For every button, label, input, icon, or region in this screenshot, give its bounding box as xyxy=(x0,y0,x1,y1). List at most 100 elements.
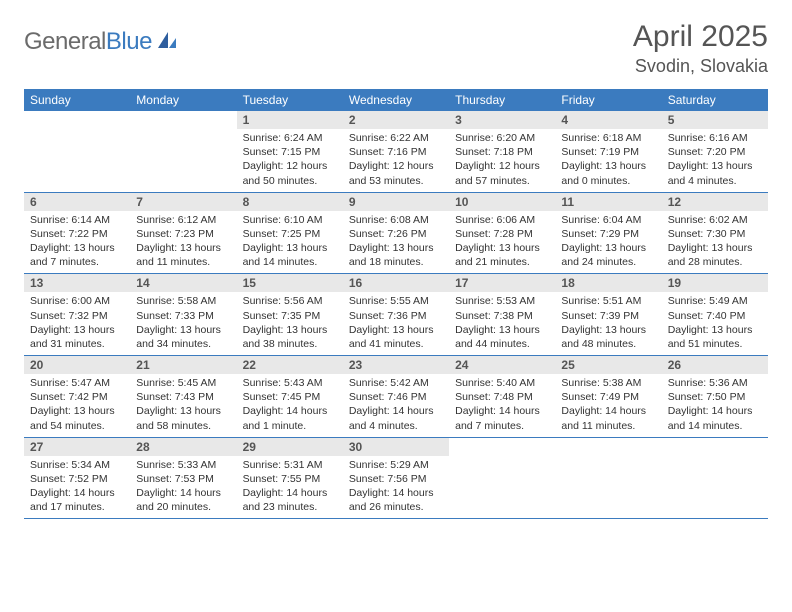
day-number: 13 xyxy=(24,274,130,292)
daylight-line: Daylight: 13 hours and 54 minutes. xyxy=(30,404,124,432)
daylight-line: Daylight: 13 hours and 28 minutes. xyxy=(668,241,762,269)
calendar-day: 28Sunrise: 5:33 AMSunset: 7:53 PMDayligh… xyxy=(130,437,236,519)
day-body: Sunrise: 6:12 AMSunset: 7:23 PMDaylight:… xyxy=(130,211,236,274)
calendar-day: 2Sunrise: 6:22 AMSunset: 7:16 PMDaylight… xyxy=(343,111,449,192)
day-number: 7 xyxy=(130,193,236,211)
daylight-line: Daylight: 12 hours and 57 minutes. xyxy=(455,159,549,187)
calendar-day: 3Sunrise: 6:20 AMSunset: 7:18 PMDaylight… xyxy=(449,111,555,192)
day-number: 30 xyxy=(343,438,449,456)
day-number: 3 xyxy=(449,111,555,129)
sunset-line: Sunset: 7:55 PM xyxy=(243,472,337,486)
sunrise-line: Sunrise: 5:58 AM xyxy=(136,294,230,308)
daylight-line: Daylight: 13 hours and 31 minutes. xyxy=(30,323,124,351)
day-number: 24 xyxy=(449,356,555,374)
weekday-header: Monday xyxy=(130,89,236,111)
sunrise-line: Sunrise: 6:20 AM xyxy=(455,131,549,145)
day-body: Sunrise: 5:36 AMSunset: 7:50 PMDaylight:… xyxy=(662,374,768,437)
sunset-line: Sunset: 7:16 PM xyxy=(349,145,443,159)
sunset-line: Sunset: 7:53 PM xyxy=(136,472,230,486)
daylight-line: Daylight: 13 hours and 44 minutes. xyxy=(455,323,549,351)
daylight-line: Daylight: 13 hours and 41 minutes. xyxy=(349,323,443,351)
logo: GeneralBlue xyxy=(24,20,178,56)
daylight-line: Daylight: 13 hours and 58 minutes. xyxy=(136,404,230,432)
weekday-header: Tuesday xyxy=(237,89,343,111)
calendar-day: 21Sunrise: 5:45 AMSunset: 7:43 PMDayligh… xyxy=(130,356,236,438)
day-number: 15 xyxy=(237,274,343,292)
daylight-line: Daylight: 12 hours and 53 minutes. xyxy=(349,159,443,187)
sunset-line: Sunset: 7:56 PM xyxy=(349,472,443,486)
day-body: Sunrise: 6:06 AMSunset: 7:28 PMDaylight:… xyxy=(449,211,555,274)
daylight-line: Daylight: 13 hours and 11 minutes. xyxy=(136,241,230,269)
sunset-line: Sunset: 7:40 PM xyxy=(668,309,762,323)
daylight-line: Daylight: 13 hours and 21 minutes. xyxy=(455,241,549,269)
header: GeneralBlue April 2025 Svodin, Slovakia xyxy=(24,20,768,77)
daylight-line: Daylight: 14 hours and 1 minute. xyxy=(243,404,337,432)
day-body: Sunrise: 5:42 AMSunset: 7:46 PMDaylight:… xyxy=(343,374,449,437)
calendar-row: 1Sunrise: 6:24 AMSunset: 7:15 PMDaylight… xyxy=(24,111,768,192)
day-number: 5 xyxy=(662,111,768,129)
sunset-line: Sunset: 7:45 PM xyxy=(243,390,337,404)
day-number: 12 xyxy=(662,193,768,211)
logo-text: GeneralBlue xyxy=(24,28,152,56)
daylight-line: Daylight: 13 hours and 24 minutes. xyxy=(561,241,655,269)
daylight-line: Daylight: 13 hours and 48 minutes. xyxy=(561,323,655,351)
sunset-line: Sunset: 7:18 PM xyxy=(455,145,549,159)
weekday-header: Sunday xyxy=(24,89,130,111)
day-body: Sunrise: 5:55 AMSunset: 7:36 PMDaylight:… xyxy=(343,292,449,355)
weekday-header: Friday xyxy=(555,89,661,111)
sunrise-line: Sunrise: 6:04 AM xyxy=(561,213,655,227)
calendar-day: 27Sunrise: 5:34 AMSunset: 7:52 PMDayligh… xyxy=(24,437,130,519)
daylight-line: Daylight: 13 hours and 7 minutes. xyxy=(30,241,124,269)
day-body: Sunrise: 6:20 AMSunset: 7:18 PMDaylight:… xyxy=(449,129,555,192)
daylight-line: Daylight: 14 hours and 14 minutes. xyxy=(668,404,762,432)
sunrise-line: Sunrise: 5:36 AM xyxy=(668,376,762,390)
calendar-day: 19Sunrise: 5:49 AMSunset: 7:40 PMDayligh… xyxy=(662,274,768,356)
weekday-row: SundayMondayTuesdayWednesdayThursdayFrid… xyxy=(24,89,768,111)
sunset-line: Sunset: 7:29 PM xyxy=(561,227,655,241)
daylight-line: Daylight: 13 hours and 0 minutes. xyxy=(561,159,655,187)
calendar-day: 11Sunrise: 6:04 AMSunset: 7:29 PMDayligh… xyxy=(555,192,661,274)
sunset-line: Sunset: 7:46 PM xyxy=(349,390,443,404)
sunrise-line: Sunrise: 6:14 AM xyxy=(30,213,124,227)
sunset-line: Sunset: 7:25 PM xyxy=(243,227,337,241)
sunrise-line: Sunrise: 6:02 AM xyxy=(668,213,762,227)
day-body: Sunrise: 5:58 AMSunset: 7:33 PMDaylight:… xyxy=(130,292,236,355)
sunrise-line: Sunrise: 6:08 AM xyxy=(349,213,443,227)
daylight-line: Daylight: 14 hours and 11 minutes. xyxy=(561,404,655,432)
daylight-line: Daylight: 12 hours and 50 minutes. xyxy=(243,159,337,187)
day-body: Sunrise: 6:04 AMSunset: 7:29 PMDaylight:… xyxy=(555,211,661,274)
calendar-table: SundayMondayTuesdayWednesdayThursdayFrid… xyxy=(24,89,768,519)
sunrise-line: Sunrise: 5:51 AM xyxy=(561,294,655,308)
day-number: 11 xyxy=(555,193,661,211)
day-body: Sunrise: 6:02 AMSunset: 7:30 PMDaylight:… xyxy=(662,211,768,274)
calendar-empty xyxy=(555,437,661,519)
sunset-line: Sunset: 7:49 PM xyxy=(561,390,655,404)
sunrise-line: Sunrise: 5:40 AM xyxy=(455,376,549,390)
sunrise-line: Sunrise: 5:34 AM xyxy=(30,458,124,472)
day-number: 9 xyxy=(343,193,449,211)
day-body: Sunrise: 6:08 AMSunset: 7:26 PMDaylight:… xyxy=(343,211,449,274)
sunrise-line: Sunrise: 5:56 AM xyxy=(243,294,337,308)
day-body: Sunrise: 5:51 AMSunset: 7:39 PMDaylight:… xyxy=(555,292,661,355)
sunrise-line: Sunrise: 6:06 AM xyxy=(455,213,549,227)
sunrise-line: Sunrise: 6:00 AM xyxy=(30,294,124,308)
weekday-header: Wednesday xyxy=(343,89,449,111)
title-block: April 2025 Svodin, Slovakia xyxy=(633,20,768,77)
day-body: Sunrise: 6:00 AMSunset: 7:32 PMDaylight:… xyxy=(24,292,130,355)
sunrise-line: Sunrise: 6:10 AM xyxy=(243,213,337,227)
calendar-day: 5Sunrise: 6:16 AMSunset: 7:20 PMDaylight… xyxy=(662,111,768,192)
day-body: Sunrise: 6:16 AMSunset: 7:20 PMDaylight:… xyxy=(662,129,768,192)
calendar-day: 30Sunrise: 5:29 AMSunset: 7:56 PMDayligh… xyxy=(343,437,449,519)
day-number: 17 xyxy=(449,274,555,292)
calendar-day: 8Sunrise: 6:10 AMSunset: 7:25 PMDaylight… xyxy=(237,192,343,274)
calendar-day: 17Sunrise: 5:53 AMSunset: 7:38 PMDayligh… xyxy=(449,274,555,356)
sunset-line: Sunset: 7:20 PM xyxy=(668,145,762,159)
calendar-day: 14Sunrise: 5:58 AMSunset: 7:33 PMDayligh… xyxy=(130,274,236,356)
weekday-header: Thursday xyxy=(449,89,555,111)
sunrise-line: Sunrise: 5:42 AM xyxy=(349,376,443,390)
sunrise-line: Sunrise: 5:38 AM xyxy=(561,376,655,390)
day-number: 10 xyxy=(449,193,555,211)
day-body: Sunrise: 5:40 AMSunset: 7:48 PMDaylight:… xyxy=(449,374,555,437)
calendar-empty xyxy=(24,111,130,192)
sunset-line: Sunset: 7:30 PM xyxy=(668,227,762,241)
